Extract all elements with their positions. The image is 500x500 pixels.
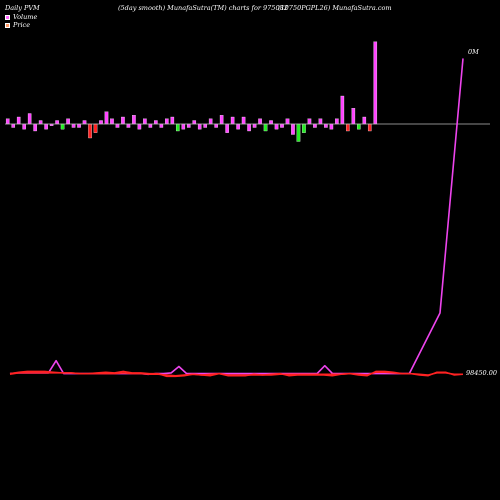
volume-bar (175, 123, 180, 132)
volume-bar (121, 116, 125, 125)
legend-volume-label: Volume (13, 13, 38, 21)
chart-title-left: Daily PVM (5, 4, 40, 12)
volume-bar (373, 41, 378, 125)
legend-price-label: Price (13, 21, 31, 29)
volume-bar (181, 123, 186, 130)
volume-bar (110, 118, 114, 125)
volume-bar (197, 123, 202, 130)
volume-bar (335, 118, 339, 125)
volume-axis-label: 0M (468, 48, 479, 56)
volume-bar (346, 123, 350, 132)
legend-volume-swatch (5, 14, 10, 20)
volume-bar (104, 111, 109, 125)
volume-bar (66, 118, 70, 125)
volume-bar (208, 118, 213, 125)
legend-price-swatch (5, 22, 10, 28)
volume-bar (247, 123, 251, 132)
volume-bar (313, 123, 317, 128)
volume-bar (5, 118, 10, 125)
volume-line (9, 58, 464, 376)
volume-bar (186, 123, 191, 128)
volume-bar (154, 120, 158, 125)
volume-bar (82, 120, 87, 125)
volume-bar (285, 118, 290, 125)
volume-bar (357, 123, 361, 130)
volume-bar (291, 123, 295, 135)
volume-bar (137, 123, 142, 130)
volume-bar (263, 123, 268, 132)
volume-bar (302, 123, 306, 133)
volume-bar (241, 116, 246, 125)
volume-bar (225, 123, 229, 133)
volume-bar (230, 116, 235, 125)
volume-bar (340, 95, 345, 125)
volume-bar (71, 123, 76, 128)
chart-title-right: (10750PGPL26) MunafaSutra.com (278, 4, 392, 12)
volume-bar (203, 123, 208, 128)
legend-volume: Volume (5, 13, 37, 21)
volume-bar (252, 123, 257, 128)
volume-bar (93, 123, 98, 133)
volume-bar (126, 123, 131, 128)
volume-bar (367, 123, 372, 132)
volume-bar (165, 118, 169, 125)
volume-bar (307, 118, 312, 125)
volume-bar (16, 116, 21, 125)
volume-bar (159, 123, 164, 128)
volume-bar (269, 120, 273, 125)
volume-bar (214, 123, 218, 128)
volume-bar (55, 120, 59, 125)
price-line-2 (9, 371, 463, 377)
volume-bar (44, 123, 48, 130)
legend-price: Price (5, 21, 30, 29)
volume-bar (99, 120, 103, 125)
volume-bar (236, 123, 240, 130)
volume-bar (351, 108, 356, 125)
volume-bar (88, 123, 92, 139)
volume-bar (296, 123, 301, 142)
volume-bar (274, 123, 279, 130)
volume-bar (318, 118, 323, 125)
volume-bar (38, 120, 43, 125)
volume-bar (329, 123, 334, 130)
volume-bars (5, 41, 378, 142)
volume-bar (22, 123, 26, 130)
volume-bar (324, 123, 328, 128)
volume-bar (362, 116, 367, 125)
volume-bar (148, 123, 153, 128)
chart-title-middle: (5day smooth) MunafaSutra(TM) charts for… (118, 4, 288, 12)
volume-bar (192, 120, 197, 125)
volume-bar (11, 123, 16, 128)
volume-bar (280, 123, 284, 128)
volume-bar (77, 123, 81, 128)
volume-bar (143, 118, 147, 125)
volume-bar (258, 118, 262, 125)
volume-bar (33, 123, 37, 132)
volume-bar (219, 115, 224, 125)
volume-bar (60, 123, 65, 130)
price-lines (9, 58, 464, 378)
volume-bar (115, 123, 120, 128)
volume-bar (170, 116, 175, 125)
price-axis-label: 98450.00 (466, 369, 497, 377)
volume-bar (132, 115, 136, 125)
volume-bar (27, 113, 32, 125)
